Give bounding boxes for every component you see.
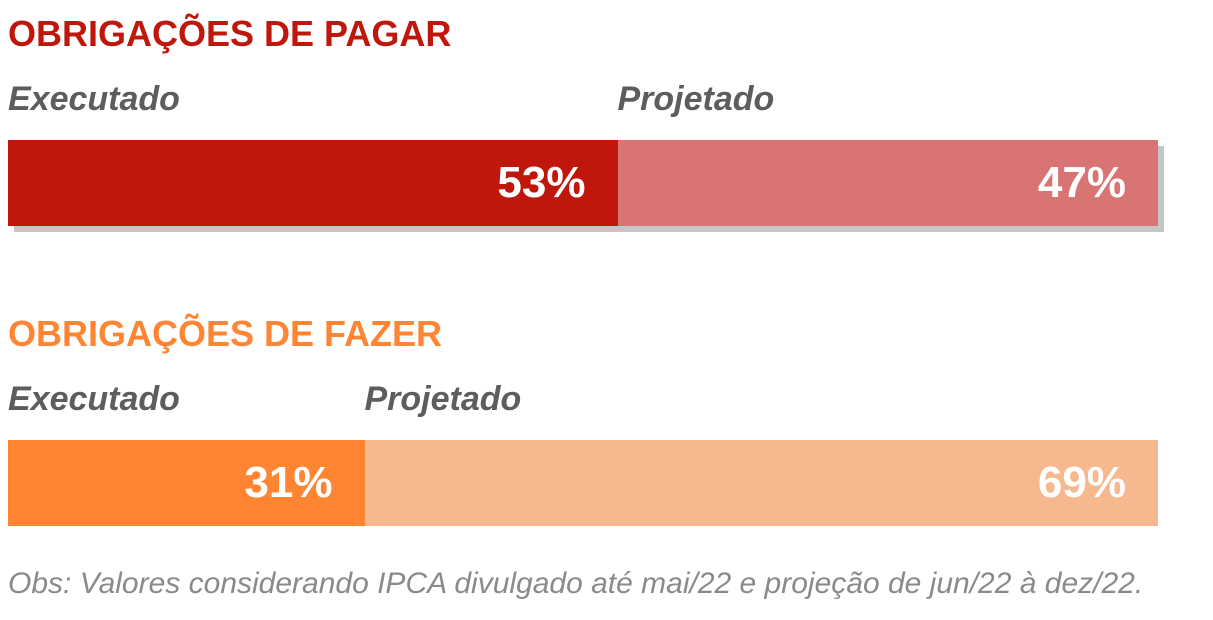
- data-label-executado: 31%: [244, 458, 333, 507]
- series-name-projetado: Projetado: [364, 380, 522, 418]
- data-label-projetado: 69%: [1037, 458, 1126, 507]
- footnote: Obs: Valores considerando IPCA divulgado…: [8, 567, 1144, 600]
- bar-segment-executado: 31%: [8, 440, 365, 526]
- series-name-projetado: Projetado: [617, 80, 775, 118]
- chart-title: OBRIGAÇÕES DE PAGAR: [8, 13, 452, 54]
- bar-segment-projetado: 47%: [617, 140, 1158, 226]
- stacked-bar: 53% 47%: [8, 140, 1158, 226]
- stacked-bar: 31% 69%: [8, 440, 1158, 526]
- chart-obrigacoes-fazer: OBRIGAÇÕES DE FAZER Executado Projetado …: [8, 310, 1158, 526]
- series-name-executado: Executado: [8, 380, 180, 418]
- series-labels-row: Executado Projetado: [8, 72, 1158, 126]
- chart-title: OBRIGAÇÕES DE FAZER: [8, 313, 443, 354]
- chart-obrigacoes-pagar: OBRIGAÇÕES DE PAGAR Executado Projetado …: [8, 10, 1158, 226]
- bar-segment-executado: 53%: [8, 140, 618, 226]
- bar-segment-projetado: 69%: [364, 440, 1158, 526]
- series-name-executado: Executado: [8, 80, 180, 118]
- data-label-executado: 53%: [497, 158, 586, 207]
- data-label-projetado: 47%: [1037, 158, 1126, 207]
- series-labels-row: Executado Projetado: [8, 372, 1158, 426]
